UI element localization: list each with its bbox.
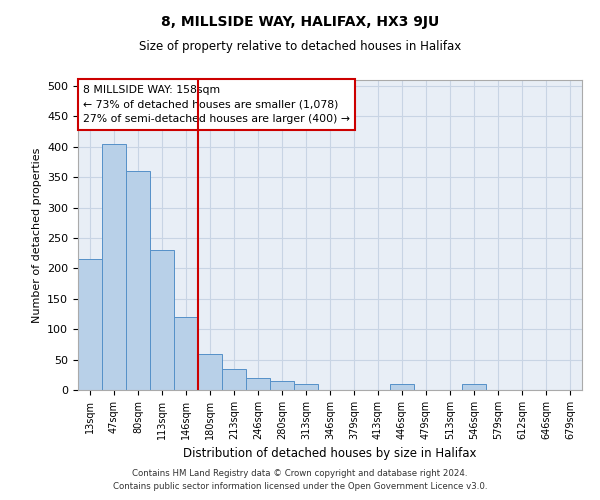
Text: Contains HM Land Registry data © Crown copyright and database right 2024.: Contains HM Land Registry data © Crown c… bbox=[132, 468, 468, 477]
Bar bbox=[222, 368, 246, 390]
Bar bbox=[174, 317, 198, 390]
Text: 8, MILLSIDE WAY, HALIFAX, HX3 9JU: 8, MILLSIDE WAY, HALIFAX, HX3 9JU bbox=[161, 15, 439, 29]
X-axis label: Distribution of detached houses by size in Halifax: Distribution of detached houses by size … bbox=[183, 448, 477, 460]
Bar bbox=[126, 171, 150, 390]
Text: Size of property relative to detached houses in Halifax: Size of property relative to detached ho… bbox=[139, 40, 461, 53]
Bar bbox=[78, 260, 102, 390]
Bar bbox=[150, 250, 174, 390]
Text: 8 MILLSIDE WAY: 158sqm
← 73% of detached houses are smaller (1,078)
27% of semi-: 8 MILLSIDE WAY: 158sqm ← 73% of detached… bbox=[83, 84, 350, 124]
Text: Contains public sector information licensed under the Open Government Licence v3: Contains public sector information licen… bbox=[113, 482, 487, 491]
Bar bbox=[102, 144, 126, 390]
Bar bbox=[462, 384, 486, 390]
Bar bbox=[390, 384, 414, 390]
Bar bbox=[294, 384, 318, 390]
Y-axis label: Number of detached properties: Number of detached properties bbox=[32, 148, 41, 322]
Bar bbox=[270, 381, 294, 390]
Bar bbox=[198, 354, 222, 390]
Bar bbox=[246, 378, 270, 390]
